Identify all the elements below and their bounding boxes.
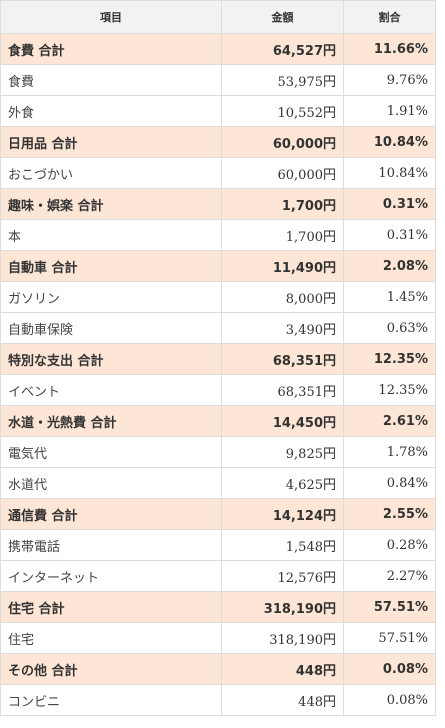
- row-name: 水道・光熱費 合計: [0, 405, 222, 437]
- row-name: 自動車保険: [0, 312, 222, 344]
- table-row: 食費 53,975円 9.76%: [0, 64, 436, 96]
- row-name: ガソリン: [0, 281, 222, 313]
- row-amount: 1,548円: [221, 529, 344, 561]
- row-name: おこづかい: [0, 157, 222, 189]
- row-name: インターネット: [0, 560, 222, 592]
- row-ratio: 1.91%: [343, 95, 436, 127]
- row-amount: 8,000円: [221, 281, 344, 313]
- row-ratio: 0.08%: [343, 653, 436, 685]
- row-ratio: 0.28%: [343, 529, 436, 561]
- row-name: コンビニ: [0, 684, 222, 716]
- row-ratio: 12.35%: [343, 374, 436, 406]
- row-name: 通信費 合計: [0, 498, 222, 530]
- row-name: 水道代: [0, 467, 222, 499]
- row-name: イベント: [0, 374, 222, 406]
- row-amount: 448円: [221, 684, 344, 716]
- row-name: 本: [0, 219, 222, 251]
- row-amount: 9,825円: [221, 436, 344, 468]
- table-row: ガソリン 8,000円 1.45%: [0, 281, 436, 313]
- category-total-row: 趣味・娯楽 合計 1,700円 0.31%: [0, 188, 436, 220]
- row-amount: 4,625円: [221, 467, 344, 499]
- table-row: 水道代 4,625円 0.84%: [0, 467, 436, 499]
- row-name: 自動車 合計: [0, 250, 222, 282]
- row-amount: 64,527円: [221, 33, 344, 65]
- row-amount: 12,576円: [221, 560, 344, 592]
- table-row: 外食 10,552円 1.91%: [0, 95, 436, 127]
- row-amount: 1,700円: [221, 219, 344, 251]
- row-ratio: 2.27%: [343, 560, 436, 592]
- row-name: 食費: [0, 64, 222, 96]
- table-header: 項目 金額 割合: [0, 0, 436, 34]
- table-row: おこづかい 60,000円 10.84%: [0, 157, 436, 189]
- row-ratio: 57.51%: [343, 622, 436, 654]
- header-ratio: 割合: [343, 0, 436, 34]
- row-ratio: 2.08%: [343, 250, 436, 282]
- row-name: 日用品 合計: [0, 126, 222, 158]
- category-total-row: 住宅 合計 318,190円 57.51%: [0, 591, 436, 623]
- row-amount: 14,124円: [221, 498, 344, 530]
- row-amount: 14,450円: [221, 405, 344, 437]
- row-name: 住宅: [0, 622, 222, 654]
- row-amount: 68,351円: [221, 343, 344, 375]
- row-name: 特別な支出 合計: [0, 343, 222, 375]
- row-amount: 1,700円: [221, 188, 344, 220]
- row-amount: 318,190円: [221, 622, 344, 654]
- row-amount: 53,975円: [221, 64, 344, 96]
- row-ratio: 9.76%: [343, 64, 436, 96]
- row-ratio: 10.84%: [343, 126, 436, 158]
- row-amount: 448円: [221, 653, 344, 685]
- row-name: 食費 合計: [0, 33, 222, 65]
- table-row: インターネット 12,576円 2.27%: [0, 560, 436, 592]
- row-ratio: 0.08%: [343, 684, 436, 716]
- table-row: 本 1,700円 0.31%: [0, 219, 436, 251]
- row-name: 電気代: [0, 436, 222, 468]
- row-amount: 68,351円: [221, 374, 344, 406]
- row-amount: 3,490円: [221, 312, 344, 344]
- category-total-row: 自動車 合計 11,490円 2.08%: [0, 250, 436, 282]
- header-amount: 金額: [221, 0, 344, 34]
- row-ratio: 0.84%: [343, 467, 436, 499]
- row-ratio: 1.45%: [343, 281, 436, 313]
- row-ratio: 0.31%: [343, 219, 436, 251]
- row-amount: 318,190円: [221, 591, 344, 623]
- category-total-row: 水道・光熱費 合計 14,450円 2.61%: [0, 405, 436, 437]
- budget-table: 項目 金額 割合 食費 合計 64,527円 11.66% 食費 53,975円 9.76…: [0, 0, 436, 716]
- table-body: 食費 合計 64,527円 11.66% 食費 53,975円 9.76% 外食 10,552…: [0, 33, 436, 716]
- row-ratio: 11.66%: [343, 33, 436, 65]
- row-amount: 60,000円: [221, 157, 344, 189]
- row-name: 趣味・娯楽 合計: [0, 188, 222, 220]
- row-name: 住宅 合計: [0, 591, 222, 623]
- row-ratio: 57.51%: [343, 591, 436, 623]
- row-ratio: 2.61%: [343, 405, 436, 437]
- row-ratio: 0.31%: [343, 188, 436, 220]
- header-item: 項目: [0, 0, 222, 34]
- table-row: イベント 68,351円 12.35%: [0, 374, 436, 406]
- category-total-row: 日用品 合計 60,000円 10.84%: [0, 126, 436, 158]
- table-row: 住宅 318,190円 57.51%: [0, 622, 436, 654]
- category-total-row: 通信費 合計 14,124円 2.55%: [0, 498, 436, 530]
- row-name: その他 合計: [0, 653, 222, 685]
- table-row: コンビニ 448円 0.08%: [0, 684, 436, 716]
- category-total-row: その他 合計 448円 0.08%: [0, 653, 436, 685]
- row-amount: 10,552円: [221, 95, 344, 127]
- table-row: 電気代 9,825円 1.78%: [0, 436, 436, 468]
- header-row: 項目 金額 割合: [0, 0, 436, 34]
- row-ratio: 2.55%: [343, 498, 436, 530]
- row-amount: 11,490円: [221, 250, 344, 282]
- category-total-row: 特別な支出 合計 68,351円 12.35%: [0, 343, 436, 375]
- table-row: 携帯電話 1,548円 0.28%: [0, 529, 436, 561]
- row-amount: 60,000円: [221, 126, 344, 158]
- row-ratio: 12.35%: [343, 343, 436, 375]
- row-ratio: 0.63%: [343, 312, 436, 344]
- row-name: 携帯電話: [0, 529, 222, 561]
- category-total-row: 食費 合計 64,527円 11.66%: [0, 33, 436, 65]
- table-row: 自動車保険 3,490円 0.63%: [0, 312, 436, 344]
- row-ratio: 10.84%: [343, 157, 436, 189]
- row-ratio: 1.78%: [343, 436, 436, 468]
- row-name: 外食: [0, 95, 222, 127]
